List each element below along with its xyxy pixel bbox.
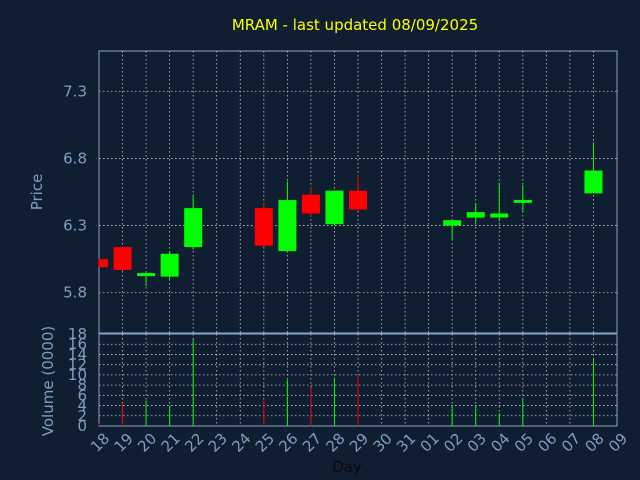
price-tick-label: 5.8 [63,284,87,302]
candle-body [184,208,203,248]
volume-tick-label: 16 [68,335,87,353]
candle-body [278,200,297,252]
candle-body [349,190,367,210]
volume-tick-label: 18 [68,325,87,343]
volume-tick-label: 14 [68,345,87,363]
volume-tick-label: 12 [68,356,87,374]
candle-body [513,199,532,203]
volume-tick-label: 0 [77,417,87,435]
chart-title: MRAM - last updated 08/09/2025 [232,16,478,34]
day-axis-label: Day [332,458,362,476]
candle-body [466,212,485,218]
volume-axis-label: Volume (0000) [39,326,57,436]
candle-body [160,253,179,277]
volume-tick-label: 2 [77,407,87,425]
candle-body [113,247,132,270]
candle-body [301,194,320,214]
candle-body [490,213,509,218]
candle-body [99,259,108,268]
volume-tick-label: 8 [77,376,87,394]
volume-tick-label: 10 [68,366,87,384]
candle-body [137,273,156,277]
candle-body [443,220,462,226]
price-axis-label: Price [28,174,46,211]
candle-body [584,170,603,194]
volume-tick-label: 4 [77,397,87,415]
candle-body [254,208,273,246]
candle-body [325,190,344,225]
price-tick-label: 6.8 [63,149,87,167]
price-tick-label: 7.3 [63,82,87,100]
price-panel: 5.8 6.3 6.8 7.3 [63,50,618,334]
volume-tick-label: 6 [77,386,87,404]
price-tick-label: 6.3 [63,217,87,235]
